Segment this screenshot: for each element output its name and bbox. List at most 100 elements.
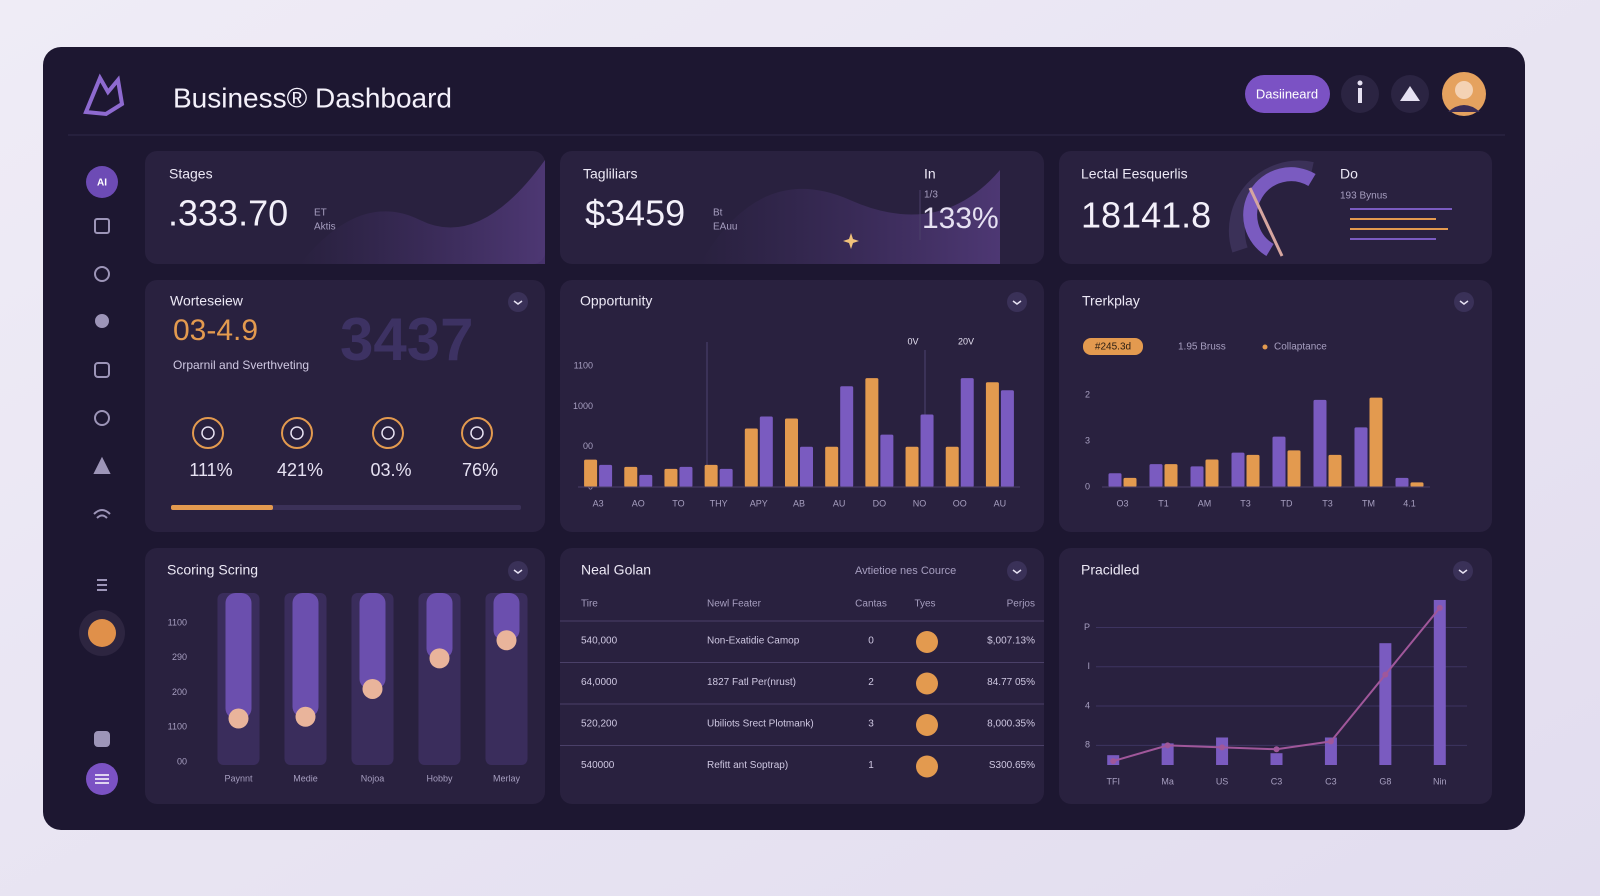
legend-label: #245.3d xyxy=(1095,342,1131,353)
x-tick-label: Ma xyxy=(1161,776,1174,786)
bar xyxy=(1000,390,1014,487)
bar xyxy=(719,468,733,487)
x-tick-label: TFI xyxy=(1106,776,1120,786)
overview-subtitle: Orparnil and Sverthveting xyxy=(173,358,309,372)
bar xyxy=(1270,753,1283,765)
nav-icon[interactable] xyxy=(94,362,110,378)
table-cell: 0 xyxy=(868,636,874,647)
page-title: Business® Dashboard xyxy=(173,82,452,113)
x-tick-label: THY xyxy=(710,498,728,508)
toggle[interactable] xyxy=(1453,561,1473,581)
x-tick-label: Merlay xyxy=(493,773,521,783)
bar xyxy=(825,446,839,487)
stat-icon xyxy=(192,417,224,449)
stat-value: 03.% xyxy=(370,460,411,480)
nav-icon[interactable] xyxy=(94,731,110,747)
y-tick-label: 8 xyxy=(1085,740,1090,750)
toggle[interactable] xyxy=(508,292,528,312)
bar xyxy=(905,446,919,487)
bar xyxy=(1313,399,1327,487)
x-tick-label: A3 xyxy=(593,498,604,508)
y-tick-label: 1100 xyxy=(574,360,593,370)
bar xyxy=(704,464,718,487)
table-cell: 84.77 05% xyxy=(987,677,1035,688)
card xyxy=(145,548,545,804)
bar xyxy=(1410,482,1424,487)
header-button[interactable] xyxy=(1245,75,1330,113)
table-cell: 520,200 xyxy=(581,719,618,730)
x-tick-label: AB xyxy=(793,498,805,508)
stat-icon-core xyxy=(470,426,484,440)
nav-icon[interactable] xyxy=(94,410,110,426)
type-dot xyxy=(916,755,938,778)
stat-icon xyxy=(461,417,493,449)
x-tick-label: G8 xyxy=(1379,776,1391,786)
toggle[interactable] xyxy=(1007,561,1027,581)
trend-point xyxy=(1327,738,1334,745)
info-dot xyxy=(1357,80,1363,86)
table-cell: 1827 Fatl Per(nrust) xyxy=(707,677,796,688)
stat-icon-core xyxy=(381,426,395,440)
kpi-value: 18141.8 xyxy=(1081,195,1211,236)
nav-icon[interactable] xyxy=(97,579,107,591)
y-tick-label: 1100 xyxy=(168,617,187,627)
x-tick-label: AU xyxy=(994,498,1007,508)
stat-icon xyxy=(372,417,404,449)
table-cell: S300.65% xyxy=(989,760,1035,771)
bar xyxy=(599,464,613,487)
bar xyxy=(960,378,974,487)
kpi-note: EAuu xyxy=(713,222,737,233)
kpi-label: Lectal Eesquerlis xyxy=(1081,166,1188,182)
x-tick-label: Paynnt xyxy=(224,773,253,783)
sidebar-badge[interactable] xyxy=(86,166,118,198)
stat-value: 76% xyxy=(462,460,498,480)
bar xyxy=(1272,436,1286,487)
stat-icon-core xyxy=(290,426,304,440)
header-button-label[interactable]: Dasiineard xyxy=(1256,86,1318,101)
overview-value: 03-4.9 xyxy=(173,314,258,347)
trend-point xyxy=(1273,746,1280,753)
stat-value: 111% xyxy=(189,460,232,480)
type-dot xyxy=(916,631,938,653)
table-cell: $,007.13% xyxy=(987,636,1035,647)
toggle[interactable] xyxy=(1454,292,1474,312)
nav-icon[interactable] xyxy=(94,266,110,282)
kpi-note: Bt xyxy=(713,208,723,219)
kpi-label: Stages xyxy=(169,166,213,182)
bar xyxy=(584,459,598,487)
table-header: Tire xyxy=(581,599,598,610)
nav-icon[interactable] xyxy=(93,456,111,474)
info-icon xyxy=(1358,88,1362,103)
x-tick-label: AO xyxy=(632,498,645,508)
x-tick-label: AU xyxy=(833,498,846,508)
bar xyxy=(1287,450,1301,487)
table-cell: 540,000 xyxy=(581,636,618,647)
bar xyxy=(1149,464,1163,487)
score-dot xyxy=(228,708,249,729)
trend-point xyxy=(1110,758,1117,765)
table-cell: 8,000.35% xyxy=(987,719,1035,730)
table-header: Tyes xyxy=(914,599,935,610)
toggle[interactable] xyxy=(508,561,528,581)
bar xyxy=(1328,454,1342,487)
kpi-side-note: 193 Bynus xyxy=(1340,191,1387,202)
nav-icon[interactable] xyxy=(94,218,110,234)
x-tick-label: NO xyxy=(913,498,927,508)
column-fill xyxy=(426,593,453,659)
bar xyxy=(1164,464,1178,487)
nav-icon[interactable] xyxy=(93,509,111,519)
bar xyxy=(1123,477,1137,487)
bar xyxy=(679,466,693,487)
toggle[interactable] xyxy=(1007,292,1027,312)
card-title: Pracidled xyxy=(1081,562,1139,578)
score-dot xyxy=(362,678,383,699)
kpi-side-label: Do xyxy=(1340,166,1358,182)
type-dot xyxy=(916,672,938,695)
table-filter[interactable]: Avtietioe nes Cource xyxy=(855,565,956,577)
x-tick-label: T3 xyxy=(1322,498,1333,508)
annotation: 0V xyxy=(907,336,918,346)
nav-icon[interactable] xyxy=(95,314,109,328)
sparkle xyxy=(843,233,859,249)
nav-active[interactable] xyxy=(88,619,116,647)
bar xyxy=(985,382,999,487)
